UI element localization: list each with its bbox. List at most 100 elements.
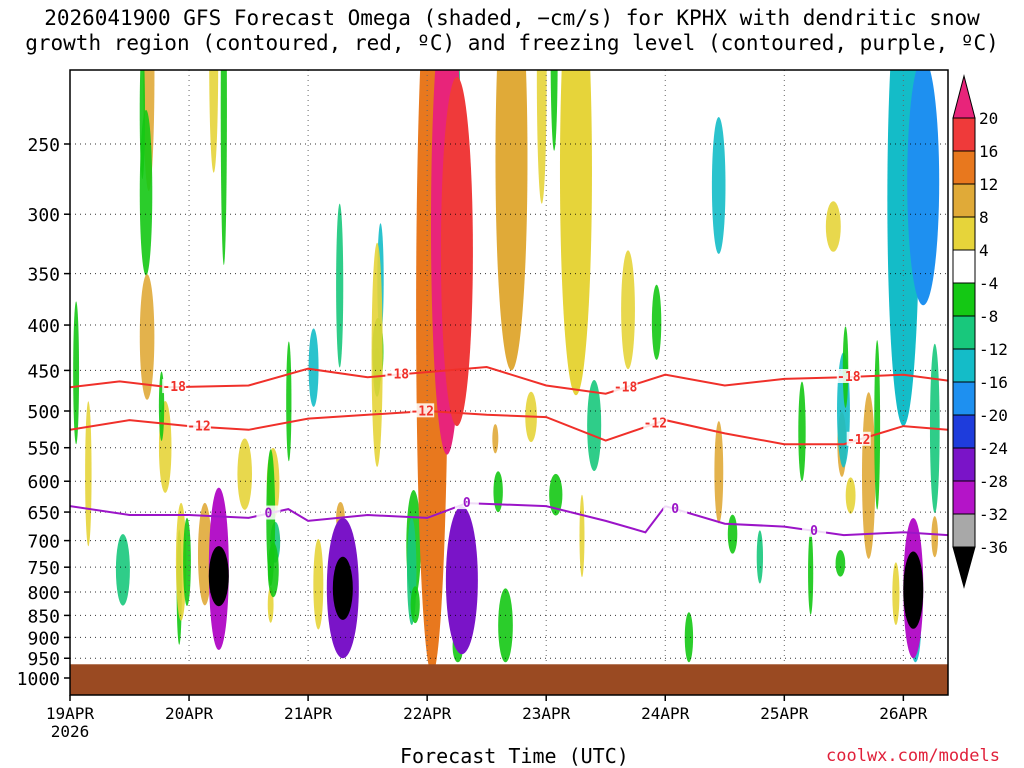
omega-cell [874, 340, 881, 510]
omega-cell [845, 477, 856, 514]
omega-cell [139, 274, 155, 400]
colorbar-bottom-arrow [952, 546, 976, 589]
omega-cell [587, 380, 602, 472]
omega-feature [907, 70, 940, 306]
contour-lines: -18 -18 -18 -18 -12 -12 -12 -12 0 0 0 0 [70, 365, 948, 539]
omega-cell [175, 502, 187, 621]
y-tick-label: 500 [27, 402, 60, 423]
omega-cell [308, 328, 319, 407]
colorbar-bin [952, 315, 976, 350]
y-tick-label: 550 [27, 439, 60, 460]
contour-label: -12 [187, 420, 210, 435]
colorbar-label: -24 [979, 439, 1008, 458]
colorbar-label: 12 [979, 175, 998, 194]
colorbar-label: -36 [979, 538, 1008, 557]
x-axis-label: Forecast Time (UTC) [400, 744, 629, 768]
omega-feature [495, 70, 528, 371]
chart-title: 2026041900 GFS Forecast Omega (shaded, −… [0, 6, 1024, 56]
contour-label: -12 [644, 417, 667, 432]
y-tick-label: 650 [27, 503, 60, 524]
omega-cell [197, 502, 212, 606]
y-tick-label: 900 [27, 628, 60, 649]
colorbar-bin [952, 282, 976, 317]
x-tick-label: 22APR [403, 704, 452, 723]
contour-label-bg [454, 495, 479, 510]
omega-cell [651, 284, 662, 360]
plot-frame [69, 69, 949, 696]
x-tick-label: 20APR [165, 704, 214, 723]
contour-label-bg [256, 505, 281, 520]
omega-cell [825, 201, 841, 252]
colorbar-label: -28 [979, 472, 1008, 491]
contour-label: 0 [810, 524, 818, 539]
title-line-1: 2026041900 GFS Forecast Omega (shaded, −… [44, 6, 980, 30]
contour-line [70, 365, 948, 395]
contour-label-bg [663, 501, 688, 516]
omega-cell [684, 612, 694, 663]
colorbar-bin [952, 249, 976, 284]
colorbar-label: 8 [979, 208, 989, 227]
ground-layer [70, 664, 948, 695]
omega-cell [115, 534, 130, 606]
omega-shading [73, 70, 940, 675]
y-tick-label: 1000 [17, 669, 60, 690]
colorbar-label: 16 [979, 142, 998, 161]
colorbar-bin [952, 117, 976, 152]
colorbar-label: -8 [979, 307, 998, 326]
colorbar-bin [952, 480, 976, 515]
contour-label-bg [802, 522, 827, 537]
colorbar-label: -12 [979, 340, 1008, 359]
omega-cell [798, 381, 806, 482]
colorbar-label: -16 [979, 373, 1008, 392]
omega-cell [492, 424, 499, 454]
y-tick-label: 400 [27, 316, 60, 337]
contour-label: -18 [162, 380, 186, 395]
colorbar-label: 20 [979, 109, 998, 128]
omega-feature [903, 551, 924, 629]
colorbar-bin [952, 381, 976, 416]
omega-cell [711, 117, 726, 254]
contour-label-bg [643, 415, 668, 430]
colorbar-label: -20 [979, 406, 1008, 425]
omega-cell [550, 70, 558, 151]
omega-cell [835, 550, 846, 577]
x-tick-label: 26APR [879, 704, 928, 723]
y-tick-label: 600 [27, 472, 60, 493]
omega-cell [621, 250, 635, 370]
contour-label: 0 [265, 507, 273, 522]
omega-feature [440, 76, 473, 427]
colorbar-bin [952, 183, 976, 218]
y-tick-label: 300 [27, 205, 60, 226]
contour-line [70, 409, 948, 446]
omega-cell [73, 301, 80, 445]
omega-cell [498, 588, 513, 663]
colorbar-bin [952, 414, 976, 449]
omega-cell [85, 401, 92, 547]
colorbar-label: 4 [979, 241, 989, 260]
omega-feature [332, 556, 353, 620]
omega-cell [493, 471, 503, 513]
omega-cell [209, 70, 219, 173]
y-tick-label: 250 [27, 135, 60, 156]
omega-cell [727, 514, 738, 554]
omega-cell [714, 421, 724, 524]
omega-cell [237, 438, 253, 510]
colorbar-label: -4 [979, 274, 998, 293]
y-tick-label: 700 [27, 532, 60, 553]
contour-label-bg [613, 379, 638, 394]
omega-cell [808, 531, 814, 615]
contour-label: -18 [837, 370, 861, 385]
omega-cell [410, 586, 420, 624]
ground-fill [70, 664, 948, 695]
contour-label: -12 [410, 404, 433, 419]
omega-cell [286, 341, 292, 462]
colorbar-bin [952, 348, 976, 383]
contour-label-bg [385, 366, 410, 381]
y-tick-label: 750 [27, 558, 60, 579]
colorbar-bin [952, 150, 976, 185]
y-axis: 2503003504004505005506006507007508008509… [17, 135, 70, 690]
contour-label-bg [186, 418, 211, 433]
x-tick-label: 19APR [46, 704, 95, 723]
contour-label: -12 [847, 433, 870, 448]
